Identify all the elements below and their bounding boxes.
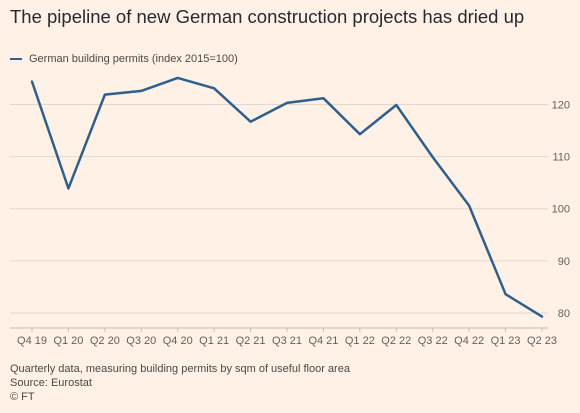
y-tick-label: 80 <box>558 308 570 320</box>
x-axis-ticks: Q4 19 Q1 20 Q2 20 Q3 20 Q4 20 Q1 21 Q2 21 Q3 21… <box>17 328 557 347</box>
x-tick-label: Q2 22 <box>381 335 411 347</box>
x-tick-label: Q2 20 <box>90 335 120 347</box>
y-axis-ticks: 80 90 100 110 120 <box>552 99 570 319</box>
x-tick-label: Q4 22 <box>454 335 484 347</box>
x-tick-label: Q4 20 <box>163 335 193 347</box>
legend-swatch <box>10 57 22 61</box>
series-line <box>30 76 544 318</box>
x-tick-label: Q2 21 <box>236 335 266 347</box>
series-group <box>30 76 544 318</box>
x-tick-label: Q1 23 <box>491 335 521 347</box>
x-tick-label: Q3 21 <box>272 335 302 347</box>
y-tick-label: 90 <box>558 256 570 268</box>
y-tick-label: 100 <box>552 204 570 216</box>
y-tick-label: 120 <box>552 99 570 111</box>
legend-label: German building permits (index 2015=100) <box>29 53 238 65</box>
x-tick-label: Q1 20 <box>53 335 83 347</box>
gridlines <box>10 103 548 329</box>
x-tick-label: Q3 20 <box>126 335 156 347</box>
x-tick-label: Q2 23 <box>527 335 557 347</box>
legend: German building permits (index 2015=100) <box>10 53 238 65</box>
footnote: Quarterly data, measuring building permi… <box>10 363 350 375</box>
x-tick-label: Q4 21 <box>308 335 338 347</box>
x-tick-label: Q4 19 <box>17 335 47 347</box>
credit: © FT <box>10 391 35 403</box>
chart-title: The pipeline of new German construction … <box>10 6 525 27</box>
y-tick-label: 110 <box>552 152 570 164</box>
source: Source: Eurostat <box>10 377 92 389</box>
x-tick-label: Q3 22 <box>418 335 448 347</box>
footer: Quarterly data, measuring building permi… <box>10 362 350 404</box>
x-tick-label: Q1 22 <box>345 335 375 347</box>
x-tick-label: Q1 21 <box>199 335 229 347</box>
